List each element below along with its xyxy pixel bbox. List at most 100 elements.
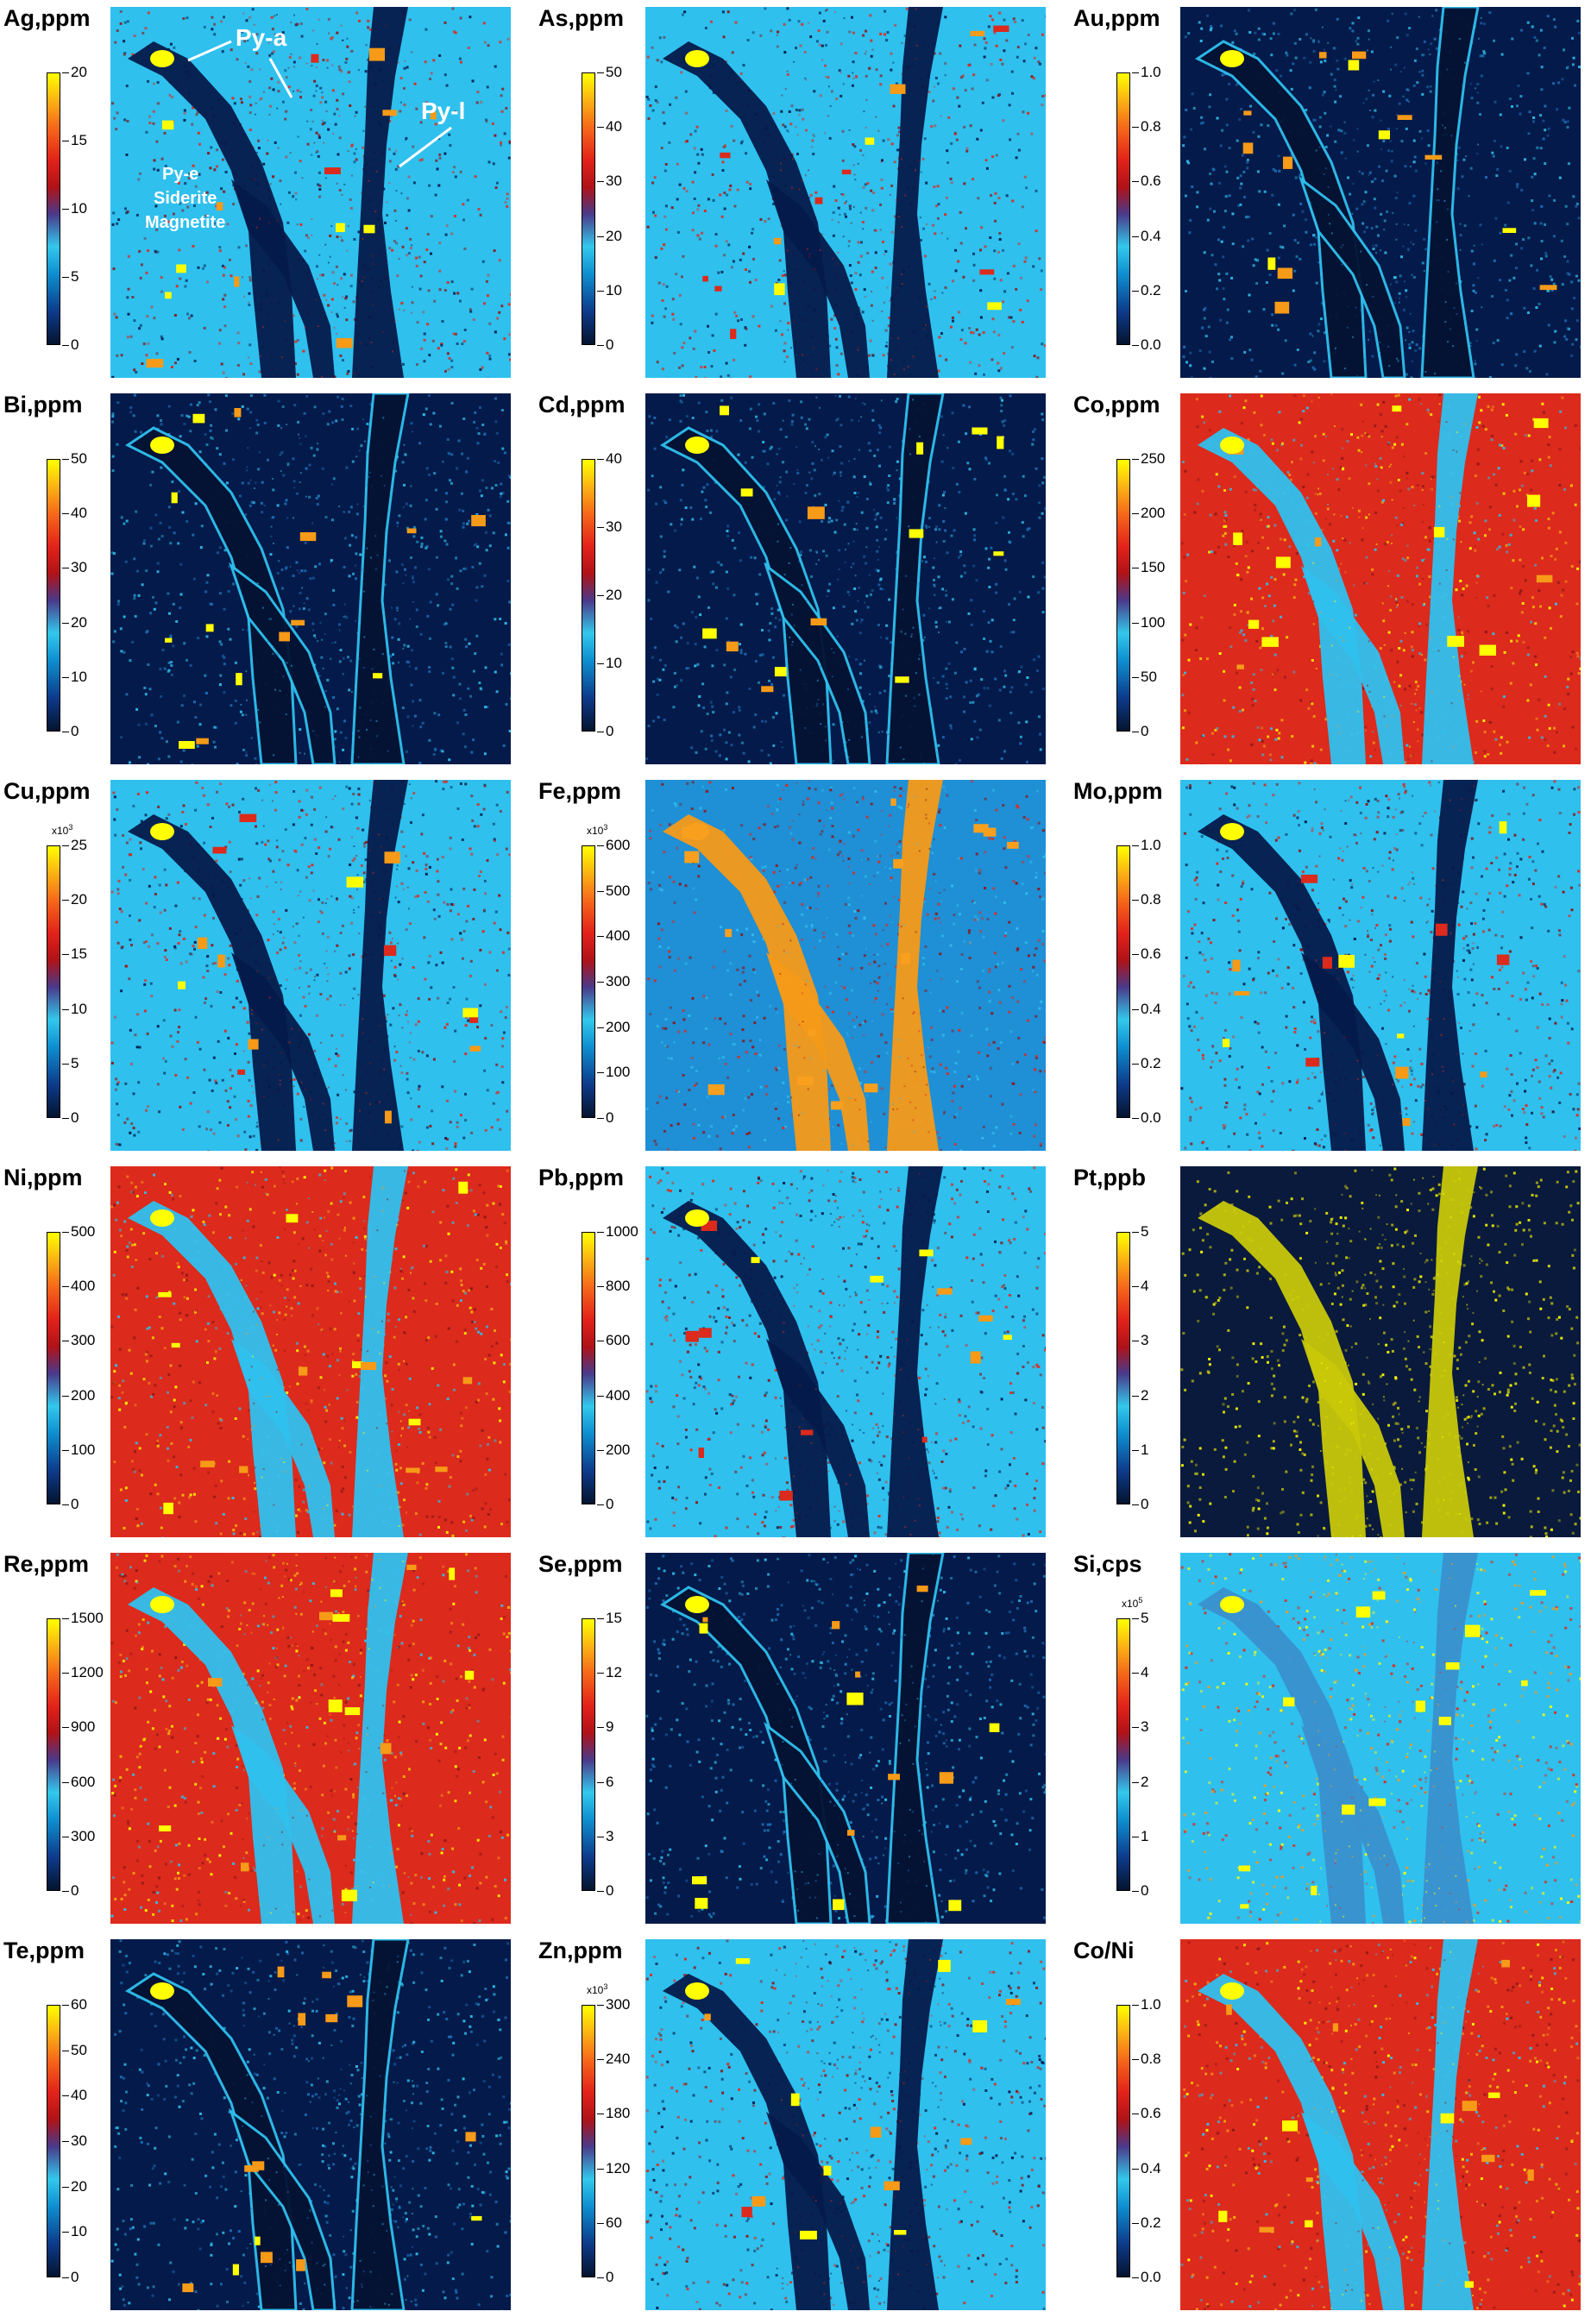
scale-tick-label: 200 [606,1018,631,1035]
panel-title: Au,ppm [1073,5,1160,31]
scale-tick-label: 1000 [606,1223,638,1240]
scale-tick-label: 900 [71,1718,96,1736]
color-scale-bar [582,2005,595,2277]
scale-tick [597,845,604,846]
scale-tick-label: 0.2 [1141,1054,1161,1071]
color-scale-bar [582,72,595,345]
scale-tick-label: 3 [1141,1718,1149,1736]
element-map-panel: Ag,ppm 0 5 10 15 20 Py-a Py-l Py-e Siderite Magnet… [0,0,528,385]
mineral-label: Py-a [236,24,287,51]
element-map-image [1180,1166,1581,1537]
color-scale-bar [1116,2005,1130,2277]
scale-tick [597,2222,604,2224]
scale-tick [597,1618,604,1619]
scale-tick-label: 20 [606,227,622,244]
color-scale-bar [47,1618,60,1891]
scale-tick [597,127,604,129]
scale-tick [1132,1008,1139,1010]
scale-tick [62,459,69,460]
scale-tick [1132,1618,1139,1619]
panel-title: Ni,ppm [3,1165,83,1190]
panel-title: As,ppm [538,5,625,31]
scale-tick [597,459,604,460]
scale-tick [597,1072,604,1074]
scale-tick [62,2277,69,2278]
scale-tick [62,1504,69,1505]
scale-tick [1132,1449,1139,1451]
scale-tick-label: 0.4 [1141,227,1161,244]
scale-tick-label: 0.0 [1141,336,1161,353]
scale-tick [1132,1286,1139,1288]
scale-tick [1132,1063,1139,1065]
scale-tick [62,209,69,210]
scale-tick [597,236,604,237]
scale-tick-label: 20 [71,613,87,631]
scale-tick [62,277,69,278]
color-scale-bar [47,459,60,732]
element-map-image [645,1166,1046,1537]
scale-tick-label: 100 [1141,613,1166,631]
element-map-image [1180,393,1581,764]
scale-tick [1132,127,1139,129]
panel-title: Fe,ppm [538,778,622,804]
scale-tick [597,1118,604,1119]
scale-tick [597,72,604,73]
scale-tick-label: 180 [606,2105,631,2122]
scale-tick-label: 0 [606,2269,614,2285]
panel-title: Pb,ppm [538,1165,624,1190]
scale-tick-label: 5 [71,1054,79,1071]
scale-tick [62,1891,69,1892]
scale-tick-label: 0.2 [1141,2214,1161,2231]
element-map-panel: Co/Ni 0.0 0.2 0.4 0.6 0.8 1.0 [1070,1932,1591,2317]
scale-tick-label: 250 [1141,450,1166,467]
scale-multiplier: x103 [52,823,73,837]
scale-tick-label: 600 [606,837,631,853]
scale-tick [597,1504,604,1505]
scale-tick [597,936,604,938]
scale-tick-label: 500 [606,882,631,899]
scale-tick-label: 10 [71,668,87,685]
panel-title: Mo,ppm [1073,778,1163,804]
scale-tick [597,1395,604,1397]
element-map-image [645,1939,1046,2310]
scale-tick [1132,2222,1139,2224]
scale-tick [597,1673,604,1674]
scale-tick-label: 10 [71,1000,87,1017]
color-scale-bar [1116,72,1130,345]
panel-title: Cd,ppm [538,392,626,418]
scale-tick [1132,1673,1139,1674]
scale-tick [62,1618,69,1619]
color-scale-bar [582,459,595,732]
scale-tick [597,982,604,983]
element-map-panel: Re,ppm 0 300 600 900 1200 1500 [0,1546,528,1931]
scale-tick [597,1891,604,1892]
scale-tick-label: 120 [606,2159,631,2176]
mineral-label: Siderite [154,189,217,208]
scale-tick-label: 30 [71,2132,87,2149]
scale-tick [597,290,604,292]
element-map-image [645,7,1046,378]
scale-tick [1132,900,1139,901]
scale-tick-label: 15 [71,132,87,148]
scale-tick [62,1008,69,1010]
scale-tick [62,1232,69,1233]
scale-tick [62,1781,69,1783]
scale-tick-label: 50 [606,64,622,80]
scale-tick-label: 5 [1141,1223,1149,1240]
scale-tick [597,1027,604,1028]
scale-tick-label: 9 [606,1718,614,1736]
scale-tick [62,2186,69,2188]
scale-tick-label: 0 [71,1496,79,1512]
scale-tick-label: 1 [1141,1827,1149,1844]
scale-tick [62,345,69,346]
element-map-image [1180,7,1581,378]
panel-title: Pt,ppb [1073,1165,1146,1190]
element-map-panel: Cu,ppm x103 0 5 10 15 20 25 [0,773,528,1158]
scale-tick-label: 50 [71,2041,87,2058]
scale-tick [62,72,69,73]
scale-tick-label: 600 [606,1332,631,1349]
scale-tick-label: 30 [71,559,87,576]
scale-tick [1132,1232,1139,1233]
scale-tick-label: 4 [1141,1664,1149,1681]
